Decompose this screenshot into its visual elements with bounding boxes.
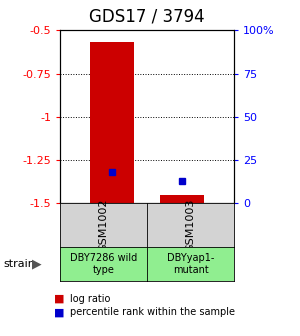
Text: GSM1003: GSM1003: [185, 199, 196, 252]
Bar: [91, 42, 134, 203]
Text: percentile rank within the sample: percentile rank within the sample: [70, 307, 236, 318]
Text: DBYyap1-
mutant: DBYyap1- mutant: [167, 253, 214, 275]
Text: ■: ■: [54, 294, 64, 304]
Bar: [160, 195, 204, 203]
Text: log ratio: log ratio: [70, 294, 111, 304]
Text: DBY7286 wild
type: DBY7286 wild type: [70, 253, 137, 275]
Text: ■: ■: [54, 307, 64, 318]
Text: ▶: ▶: [32, 257, 41, 270]
Text: GSM1002: GSM1002: [98, 198, 109, 252]
Text: strain: strain: [3, 259, 35, 269]
Title: GDS17 / 3794: GDS17 / 3794: [89, 8, 205, 26]
